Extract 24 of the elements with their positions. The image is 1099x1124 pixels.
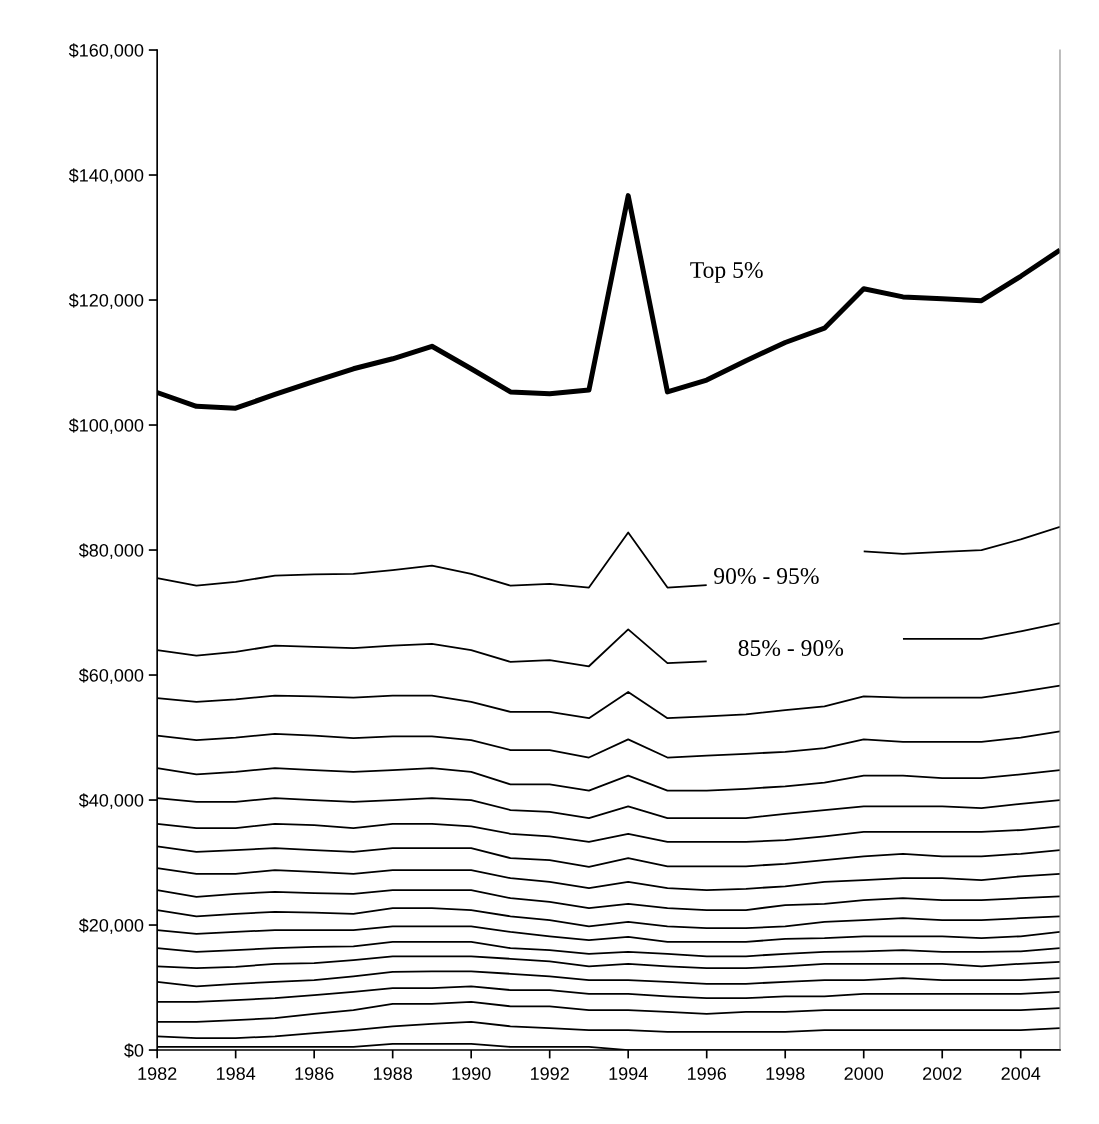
x-tick-label: 2004 [1001,1067,1041,1080]
y-tick-label: $80,000 [78,543,144,559]
x-tick-label: 2002 [923,1067,962,1080]
y-tick-label: $100,000 [68,418,144,434]
y-tick-label: $160,000 [68,43,144,59]
x-tick-label: 1986 [295,1067,334,1080]
x-tick-label: 1990 [452,1067,491,1080]
annotation: 85% - 90% [738,640,844,657]
x-tick-label: 1998 [766,1067,805,1080]
x-tick-label: 1988 [373,1067,412,1080]
y-tick-label: $60,000 [78,668,144,684]
y-tick-label: $0 [124,1043,144,1058]
x-tick-label: 1996 [688,1067,726,1080]
x-tick-label: 2000 [844,1067,884,1080]
y-tick-label: $120,000 [68,293,144,309]
y-tick-label: $140,000 [68,168,144,184]
annotation: 90% - 95% [714,568,819,585]
x-tick-label: 1982 [138,1067,177,1080]
x-tick-label: 1994 [609,1067,648,1080]
y-tick-label: $20,000 [78,918,144,934]
x-tick-label: 1992 [530,1067,569,1080]
y-tick-label: $40,000 [78,793,144,809]
x-tick-label: 1984 [216,1067,256,1080]
annotation: Top 5% [690,262,763,283]
